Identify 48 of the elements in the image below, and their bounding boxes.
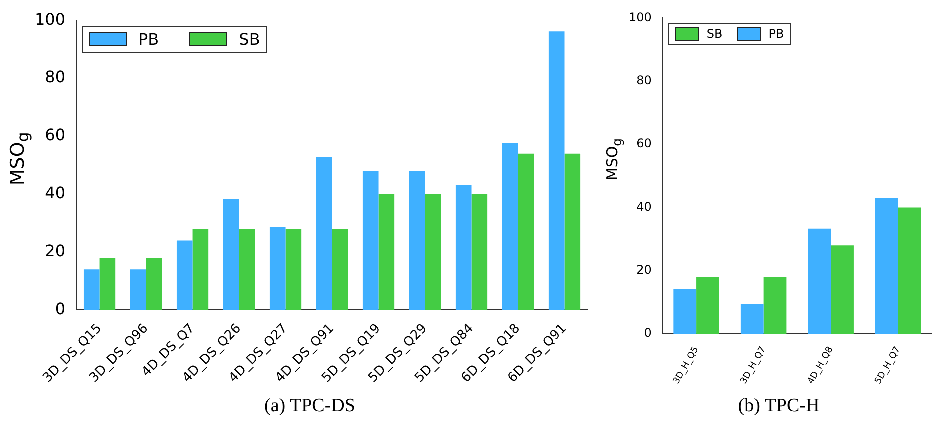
- bar: [100, 258, 116, 310]
- text: (a) TPC-DS: [264, 396, 356, 417]
- bar: [740, 304, 764, 334]
- y-tick-label: 40: [636, 200, 652, 214]
- legend-label: PB: [768, 27, 784, 42]
- bar: [409, 171, 426, 310]
- bar: [270, 227, 286, 310]
- y-tick-label: 80: [45, 68, 66, 87]
- y-tick-label: 20: [45, 241, 66, 260]
- y-tick-label: 60: [45, 126, 66, 145]
- bar: [696, 277, 720, 334]
- y-tick-label: 60: [636, 136, 652, 151]
- y-tick-label: 0: [644, 326, 652, 340]
- bar: [502, 143, 518, 310]
- y-tick-label: 0: [55, 299, 66, 318]
- legend-label: SB: [706, 27, 723, 42]
- bar: [84, 270, 100, 310]
- bar: [378, 194, 395, 310]
- bar: [898, 208, 922, 334]
- y-tick-label: 100: [629, 10, 652, 24]
- bar: [875, 198, 898, 334]
- bar: [316, 157, 332, 310]
- y-tick-label: 40: [45, 184, 66, 203]
- y-tick-label: 100: [34, 10, 66, 29]
- bar: [425, 194, 442, 310]
- bar: [332, 229, 348, 310]
- bar: [362, 171, 379, 310]
- bar: [456, 185, 472, 310]
- bar: [808, 228, 832, 334]
- bar: [472, 194, 488, 310]
- bar: [286, 229, 302, 310]
- bar: [548, 32, 565, 310]
- bar: [564, 154, 581, 310]
- bar: [146, 258, 162, 310]
- legend-label: SB: [239, 30, 260, 49]
- bar: [764, 277, 787, 334]
- bar: [130, 270, 146, 310]
- bar: [239, 229, 256, 310]
- bar: [176, 240, 193, 310]
- bar: [223, 198, 240, 310]
- bar: [674, 290, 697, 334]
- y-tick-label: 80: [636, 74, 652, 88]
- legend-label: PB: [138, 30, 160, 49]
- bar: [192, 229, 209, 310]
- bar: [831, 246, 854, 334]
- text: (b) TPC-H: [738, 396, 820, 417]
- bar: [518, 154, 534, 310]
- y-tick-label: 20: [636, 263, 652, 278]
